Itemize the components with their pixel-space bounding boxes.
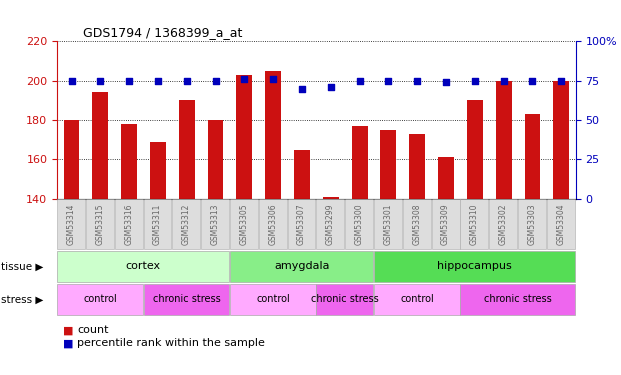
Bar <box>150 142 166 199</box>
Bar <box>496 81 512 199</box>
Text: tissue ▶: tissue ▶ <box>1 261 43 272</box>
Text: GSM53314: GSM53314 <box>66 203 76 245</box>
Point <box>470 78 480 84</box>
Point <box>153 78 163 84</box>
Text: GSM53304: GSM53304 <box>556 203 565 245</box>
Point <box>556 78 566 84</box>
Text: control: control <box>256 294 290 304</box>
Point <box>441 79 451 85</box>
Text: percentile rank within the sample: percentile rank within the sample <box>77 339 265 348</box>
Text: control: control <box>400 294 434 304</box>
Text: GSM53303: GSM53303 <box>527 203 537 245</box>
Text: GSM53310: GSM53310 <box>470 203 479 245</box>
Bar <box>179 100 195 199</box>
Text: GSM53307: GSM53307 <box>297 203 306 245</box>
Point <box>355 78 365 84</box>
Bar <box>294 150 310 199</box>
Bar <box>381 130 396 199</box>
Text: hippocampus: hippocampus <box>437 261 512 272</box>
Text: GSM53315: GSM53315 <box>96 203 104 245</box>
Point <box>182 78 192 84</box>
Text: GSM53302: GSM53302 <box>499 203 507 245</box>
Point <box>66 78 76 84</box>
Point <box>297 86 307 92</box>
Text: stress ▶: stress ▶ <box>1 294 43 304</box>
Bar <box>467 100 483 199</box>
Text: GSM53301: GSM53301 <box>383 203 392 245</box>
Text: ■: ■ <box>63 326 74 335</box>
Text: ■: ■ <box>63 339 74 348</box>
Text: GSM53308: GSM53308 <box>412 203 421 245</box>
Bar <box>409 134 425 199</box>
Point <box>124 78 134 84</box>
Text: count: count <box>77 326 109 335</box>
Text: amygdala: amygdala <box>274 261 329 272</box>
Point <box>211 78 220 84</box>
Text: GSM53312: GSM53312 <box>182 203 191 245</box>
Bar <box>525 114 540 199</box>
Point <box>268 76 278 82</box>
Text: chronic stress: chronic stress <box>311 294 379 304</box>
Point <box>96 78 106 84</box>
Point <box>499 78 509 84</box>
Bar <box>351 126 368 199</box>
Point <box>240 76 250 82</box>
Text: GSM53313: GSM53313 <box>211 203 220 245</box>
Bar <box>323 197 338 199</box>
Bar <box>63 120 79 199</box>
Text: chronic stress: chronic stress <box>153 294 220 304</box>
Text: GSM53311: GSM53311 <box>153 203 162 245</box>
Text: GSM53299: GSM53299 <box>326 203 335 245</box>
Point <box>527 78 537 84</box>
Text: GSM53316: GSM53316 <box>124 203 133 245</box>
Bar <box>438 158 454 199</box>
Bar <box>237 75 252 199</box>
Bar <box>553 81 569 199</box>
Bar <box>207 120 224 199</box>
Bar <box>121 124 137 199</box>
Text: GSM53300: GSM53300 <box>355 203 364 245</box>
Text: chronic stress: chronic stress <box>484 294 551 304</box>
Text: GDS1794 / 1368399_a_at: GDS1794 / 1368399_a_at <box>83 26 242 39</box>
Point <box>383 78 393 84</box>
Bar <box>93 93 108 199</box>
Point <box>326 84 336 90</box>
Bar <box>265 71 281 199</box>
Text: GSM53305: GSM53305 <box>239 203 248 245</box>
Point <box>412 78 422 84</box>
Text: GSM53309: GSM53309 <box>441 203 450 245</box>
Text: control: control <box>83 294 117 304</box>
Text: cortex: cortex <box>125 261 161 272</box>
Text: GSM53306: GSM53306 <box>268 203 277 245</box>
